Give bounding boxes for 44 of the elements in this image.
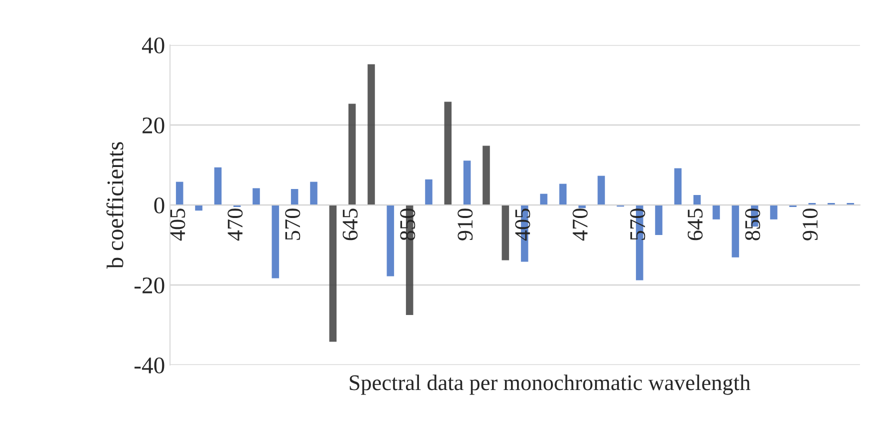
bar	[214, 167, 222, 205]
x-tick-label: 645	[342, 208, 358, 240]
bar	[482, 146, 490, 205]
x-tick-label: 850	[745, 208, 760, 240]
bar	[310, 182, 318, 205]
y-tick-label: 0	[154, 197, 164, 214]
bar	[463, 160, 471, 205]
bar	[655, 205, 662, 235]
bar	[290, 189, 298, 205]
x-tick-label: 645	[688, 208, 703, 240]
bar	[540, 194, 548, 205]
x-tick-label: 570	[630, 208, 646, 240]
bar	[425, 179, 432, 205]
bar	[272, 205, 280, 278]
x-tick-label: 470	[228, 208, 243, 241]
x-tick-label: 405	[515, 208, 530, 241]
bar	[559, 184, 567, 205]
bar	[444, 102, 452, 205]
bar	[598, 176, 605, 205]
y-tick-label: 20	[142, 117, 164, 134]
x-axis-title: Spectral data per monochromatic wavelength	[350, 374, 750, 395]
bar	[386, 205, 394, 276]
bar	[252, 188, 260, 205]
bar	[329, 205, 337, 342]
y-tick-label: -20	[134, 277, 164, 294]
bar	[195, 205, 202, 211]
x-tick-label: 570	[285, 208, 300, 240]
bar	[674, 168, 682, 205]
bar	[176, 182, 184, 205]
y-axis-title: b coefficients	[106, 142, 124, 269]
x-tick-label: 470	[572, 208, 588, 241]
y-tick-label: -40	[134, 357, 164, 374]
bar	[693, 195, 701, 205]
x-tick-label: 910	[802, 208, 818, 240]
bar	[712, 205, 720, 220]
x-tick-label: 405	[170, 208, 186, 241]
x-tick-label: 910	[458, 208, 473, 240]
bar	[732, 205, 740, 258]
y-tick-label: 40	[142, 37, 164, 54]
bar	[368, 64, 375, 205]
x-tick-label: 850	[400, 208, 416, 240]
bar	[502, 205, 510, 260]
bar	[348, 104, 356, 205]
bar	[770, 205, 778, 220]
